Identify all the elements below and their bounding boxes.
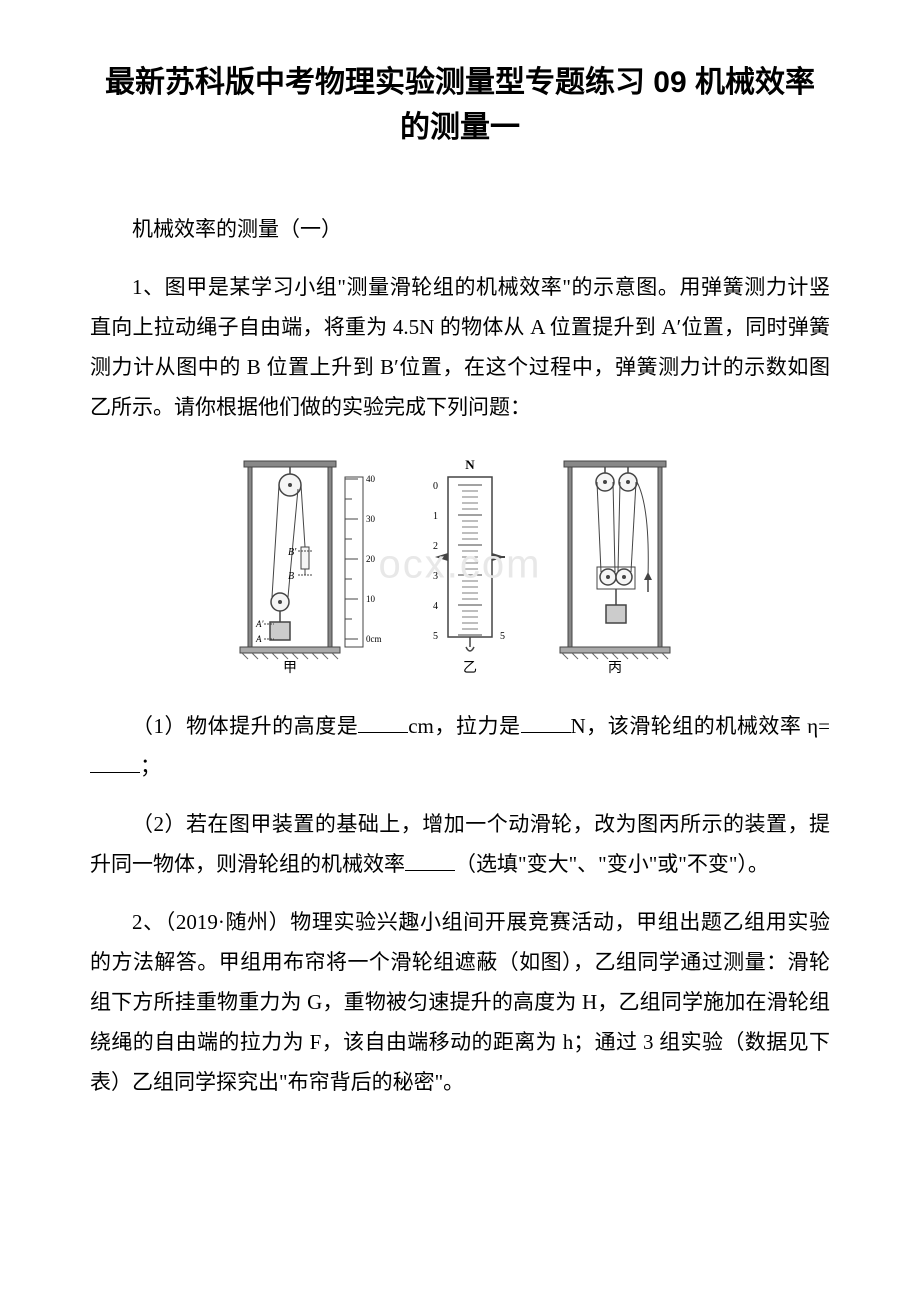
svg-text:B': B': [288, 547, 297, 558]
svg-text:10: 10: [366, 594, 376, 604]
svg-text:1: 1: [433, 511, 438, 522]
apparatus-bing: [560, 461, 670, 659]
q1-part1-mid2: N，该滑轮组的机械效率 η=: [571, 714, 831, 738]
svg-text:A': A': [255, 619, 264, 629]
q1-part2: （2）若在图甲装置的基础上，增加一个动滑轮，改为图丙所示的装置，提升同一物体，则…: [90, 805, 830, 885]
svg-text:30: 30: [366, 514, 376, 524]
blank-eta: [90, 752, 140, 773]
svg-text:N: N: [465, 457, 475, 472]
blank-force: [521, 712, 571, 733]
blank-height: [358, 712, 408, 733]
q1-part2-end: （选填"变大"、"变小"或"不变"）。: [455, 852, 769, 876]
label-bing: 丙: [608, 661, 622, 676]
svg-text:40: 40: [366, 474, 376, 484]
figure-q1: ocx.com: [90, 447, 830, 682]
svg-text:0cm: 0cm: [366, 634, 382, 644]
q1-part1: （1）物体提升的高度是 cm，拉力是 N，该滑轮组的机械效率 η= ；: [90, 707, 830, 787]
page-title: 最新苏科版中考物理实验测量型专题练习 09 机械效率的测量一: [90, 60, 830, 150]
svg-text:3: 3: [433, 571, 438, 582]
svg-text:4: 4: [433, 601, 438, 612]
q2-text: 2、（2019·随州）物理实验兴趣小组间开展竞赛活动，甲组出题乙组用实验的方法解…: [90, 903, 830, 1102]
q1-part1-mid1: cm，拉力是: [408, 714, 520, 738]
ruler-jia: 40 30 20 10 0cm: [345, 474, 382, 647]
label-yi: 乙: [463, 660, 477, 676]
svg-text:A: A: [255, 634, 262, 644]
q1-intro: 1、图甲是某学习小组"测量滑轮组的机械效率"的示意图。用弹簧测力计竖直向上拉动绳…: [90, 268, 830, 428]
q1-part1-end: ；: [140, 754, 161, 778]
label-jia: 甲: [283, 661, 297, 676]
svg-text:20: 20: [366, 554, 376, 564]
svg-text:5: 5: [500, 631, 505, 642]
q1-part1-pre: （1）物体提升的高度是: [132, 714, 358, 738]
apparatus-yi: N: [433, 457, 505, 651]
svg-text:B: B: [288, 571, 294, 582]
svg-text:0: 0: [433, 481, 438, 492]
svg-text:2: 2: [433, 541, 438, 552]
section-heading: 机械效率的测量（一）: [90, 210, 830, 250]
pulley-diagram: B' B A' A 40 30 20 10 0cm: [230, 447, 690, 677]
svg-text:5: 5: [433, 631, 438, 642]
blank-efficiency-change: [405, 850, 455, 871]
apparatus-jia: B' B A' A: [240, 461, 340, 659]
